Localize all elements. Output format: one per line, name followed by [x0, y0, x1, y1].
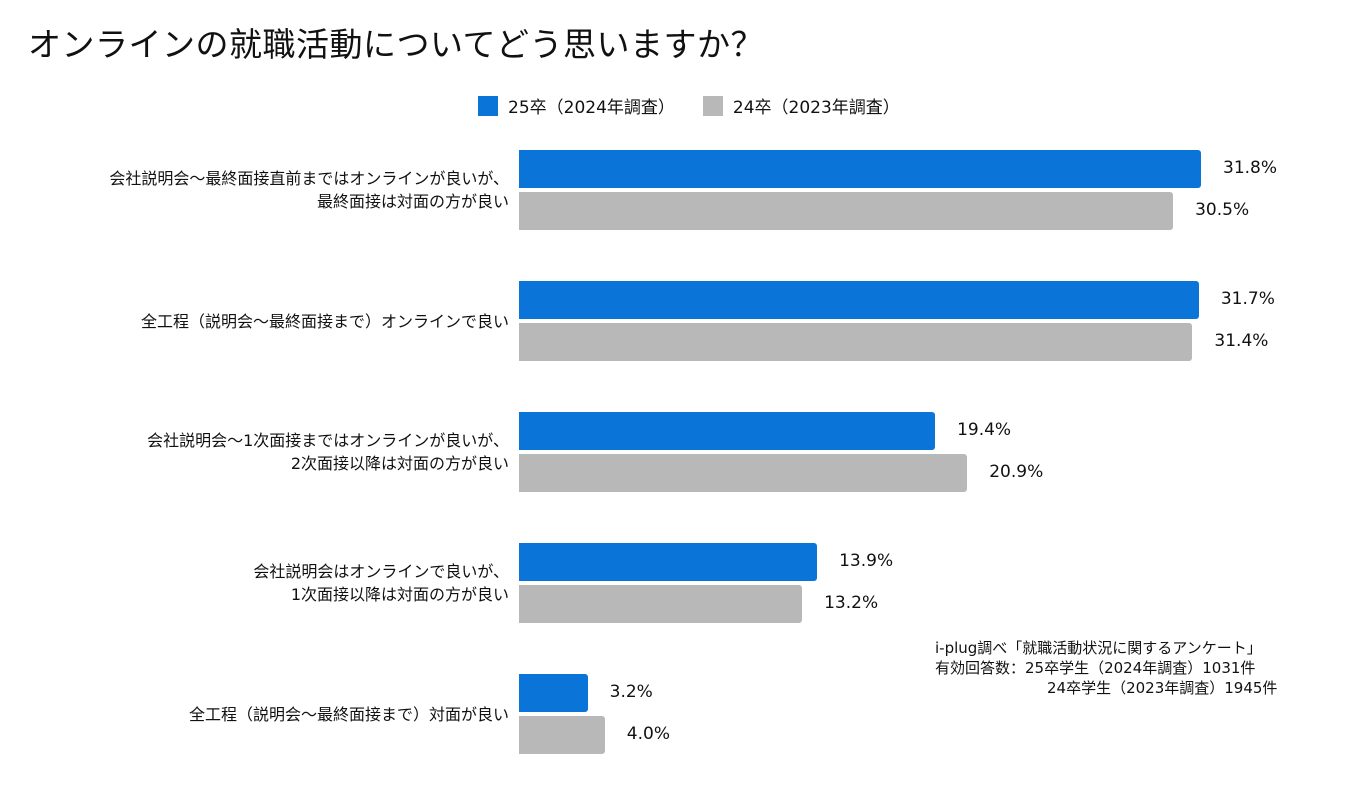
data-label: 3.2%: [609, 682, 653, 702]
category-label-line: 会社説明会～最終面接直前まではオンラインが良いが、: [109, 169, 509, 188]
legend-label-24: 24卒（2023年調査）: [732, 98, 900, 118]
bar-25-1: [519, 281, 1199, 319]
category-label: 会社説明会～最終面接直前まではオンラインが良いが、最終面接は対面の方が良い: [9, 167, 509, 213]
bar-24-1: [519, 323, 1193, 361]
category-label: 全工程（説明会～最終面接まで）対面が良い: [9, 703, 509, 726]
respondents-line-24: 24卒学生（2023年調査）1945件: [1047, 679, 1278, 697]
bar-24-0: [519, 192, 1174, 230]
bar-24-3: [519, 585, 803, 623]
legend-item-25: 25卒（2024年調査）: [478, 93, 675, 118]
data-label: 13.2%: [824, 593, 879, 613]
legend-label-25: 25卒（2024年調査）: [508, 98, 675, 118]
category-label-line: 全工程（説明会～最終面接まで）オンラインで良い: [140, 311, 509, 331]
legend: 25卒（2024年調査） 24卒（2023年調査）: [478, 93, 928, 118]
category-label-line: 全工程（説明会～最終面接まで）対面が良い: [188, 704, 509, 724]
chart-title: オンラインの就職活動についてどう思いますか？: [28, 25, 765, 64]
category-label-line: 2次面接以降は対面の方が良い: [290, 454, 509, 473]
bar-24-2: [519, 454, 968, 492]
data-label: 20.9%: [989, 462, 1044, 482]
bar-25-0: [519, 150, 1201, 188]
category-label: 全工程（説明会～最終面接まで）オンラインで良い: [9, 310, 509, 333]
category-label-line: 会社説明会はオンラインで良いが、: [253, 562, 509, 581]
data-label: 13.9%: [839, 551, 894, 571]
data-label: 30.5%: [1195, 200, 1250, 220]
bar-25-4: [519, 674, 588, 712]
bar-25-2: [519, 412, 936, 450]
category-label-line: 1次面接以降は対面の方が良い: [290, 585, 509, 604]
bar-25-3: [519, 543, 818, 581]
data-label: 19.4%: [957, 420, 1012, 440]
category-label: 会社説明会～1次面接まではオンラインが良いが、 2次面接以降は対面の方が良い: [9, 429, 509, 475]
respondents-line-25: 有効回答数：25卒学生（2024年調査）1031件: [935, 659, 1256, 677]
legend-item-24: 24卒（2023年調査）: [702, 93, 900, 118]
data-label: 31.4%: [1214, 331, 1269, 351]
legend-swatch-24: [702, 95, 723, 116]
source-note: i-plug調べ「就職活動状況に関するアンケート」 有効回答数：25卒学生（20…: [935, 638, 1277, 698]
category-label-line: 会社説明会～1次面接まではオンラインが良いが、: [147, 431, 509, 450]
category-label: 会社説明会はオンラインで良いが、 1次面接以降は対面の方が良い: [9, 560, 509, 606]
category-label-line: 最終面接は対面の方が良い: [316, 192, 509, 211]
legend-swatch-25: [478, 95, 498, 116]
source-line: i-plug調べ「就職活動状況に関するアンケート」: [935, 639, 1262, 657]
data-label: 31.7%: [1220, 289, 1275, 309]
data-label: 31.8%: [1223, 158, 1278, 178]
bar-24-4: [519, 716, 605, 754]
data-label: 4.0%: [626, 724, 670, 744]
